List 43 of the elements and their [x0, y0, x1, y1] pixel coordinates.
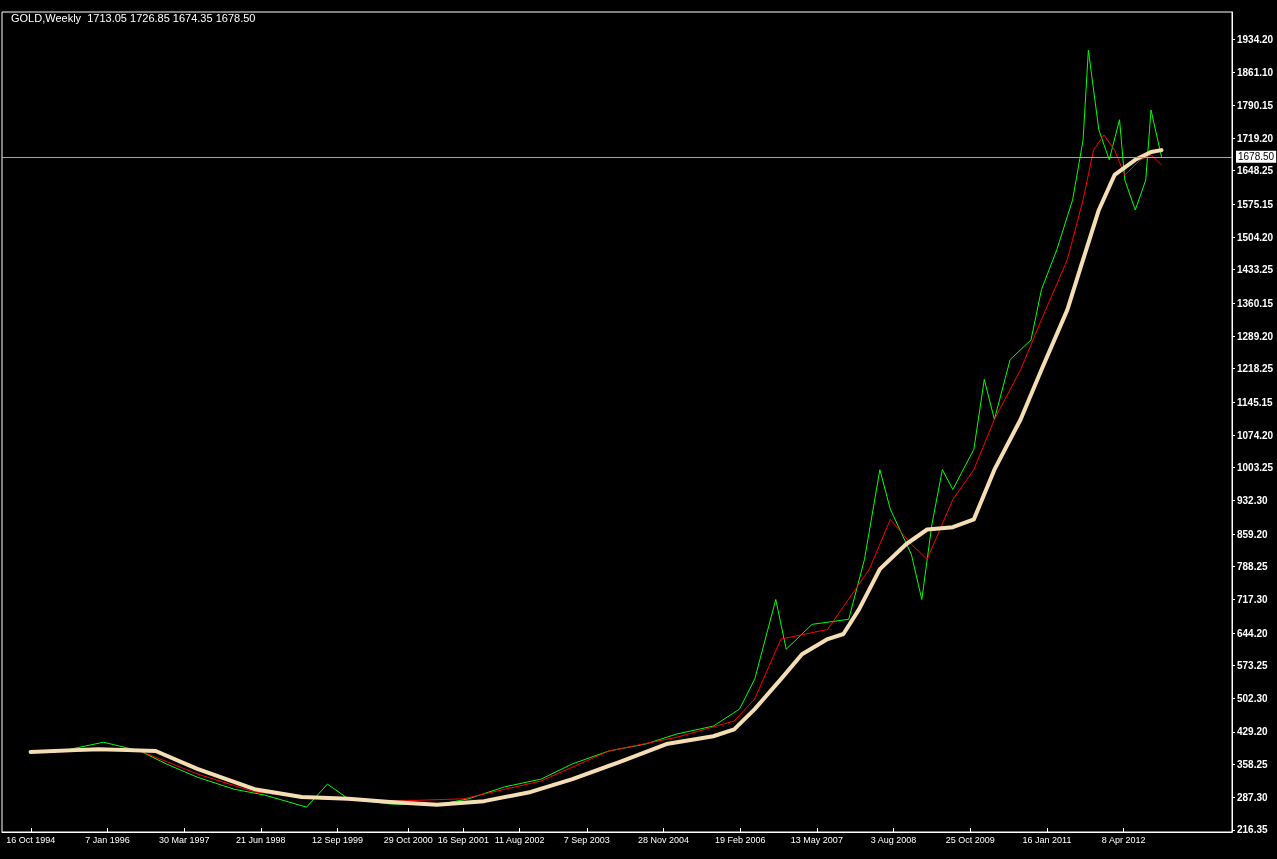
x-tick-label: 11 Aug 2002 [494, 834, 545, 845]
y-tick-label: 1433.25 [1237, 264, 1274, 276]
x-tick-label: 3 Aug 2008 [870, 834, 917, 845]
x-tick-label: 16 Oct 1994 [6, 834, 56, 845]
y-tick-label: 717.30 [1237, 593, 1269, 605]
x-tick-label: 25 Oct 2009 [945, 834, 995, 845]
x-tick-label: 13 May 2007 [790, 834, 843, 845]
y-tick-label: 287.30 [1237, 791, 1269, 803]
y-tick-label: 1360.15 [1237, 297, 1274, 309]
x-tick-label: 8 Apr 2012 [1101, 834, 1146, 845]
y-tick-label: 358.25 [1237, 759, 1269, 771]
y-tick-label: 1790.15 [1237, 99, 1274, 111]
x-tick-label: 19 Feb 2006 [714, 834, 766, 845]
y-tick-label: 1861.10 [1237, 67, 1274, 79]
x-tick-label: 7 Sep 2003 [563, 834, 610, 845]
y-tick-label: 1504.20 [1237, 231, 1274, 243]
x-tick-label: 12 Sep 1999 [312, 834, 364, 845]
y-tick-label: 1648.25 [1237, 165, 1274, 177]
ref-line-label: 1678.50 [1238, 151, 1275, 163]
y-tick-label: 502.30 [1237, 692, 1269, 704]
x-tick-label: 16 Sep 2001 [437, 834, 489, 845]
chart-title: GOLD,Weekly 1713.05 1726.85 1674.35 1678.50 [11, 11, 256, 24]
y-tick-label: 1575.15 [1237, 198, 1274, 210]
x-tick-label: 7 Jan 1996 [85, 834, 130, 845]
y-tick-label: 859.20 [1237, 528, 1269, 540]
y-tick-label: 216.35 [1237, 824, 1269, 836]
y-tick-label: 1934.20 [1237, 33, 1274, 45]
x-tick-label: 28 Nov 2004 [637, 834, 689, 845]
y-tick-label: 1719.20 [1237, 132, 1274, 144]
x-tick-label: 30 Mar 1997 [158, 834, 210, 845]
y-tick-label: 429.20 [1237, 726, 1269, 738]
y-tick-label: 573.25 [1237, 660, 1269, 672]
y-tick-label: 1145.15 [1237, 396, 1274, 408]
y-tick-label: 932.30 [1237, 494, 1269, 506]
x-tick-label: 21 Jun 1998 [236, 834, 286, 845]
y-tick-label: 788.25 [1237, 561, 1269, 573]
y-tick-label: 1218.25 [1237, 363, 1274, 375]
x-tick-label: 16 Jan 2011 [1022, 834, 1072, 845]
y-tick-label: 644.20 [1237, 627, 1269, 639]
y-tick-label: 1289.20 [1237, 330, 1274, 342]
y-tick-label: 1074.20 [1237, 429, 1274, 441]
y-tick-label: 1003.25 [1237, 462, 1274, 474]
x-tick-label: 29 Oct 2000 [383, 834, 433, 845]
